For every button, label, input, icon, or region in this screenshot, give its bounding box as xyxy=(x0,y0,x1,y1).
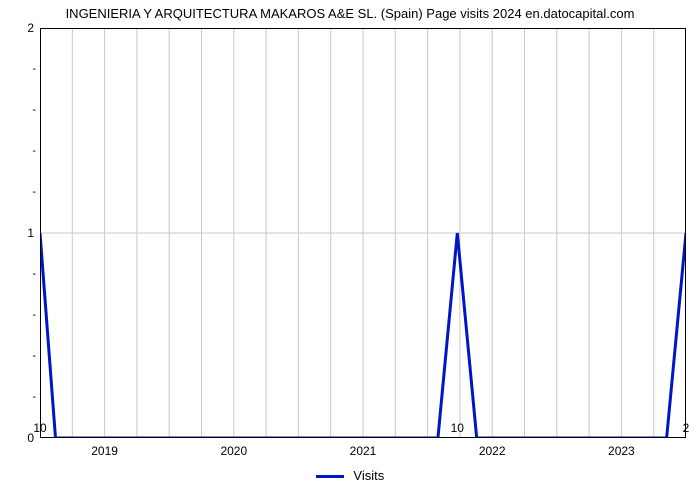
y-minor-tick: - xyxy=(32,350,36,362)
y-minor-tick: - xyxy=(32,145,36,157)
y-minor-tick: - xyxy=(32,104,36,116)
plot-area: 012--------2019202020212022202310102 xyxy=(40,28,686,438)
y-minor-tick: - xyxy=(32,63,36,75)
point-label: 10 xyxy=(451,421,464,435)
y-tick-label: 2 xyxy=(27,21,34,35)
y-minor-tick: - xyxy=(32,186,36,198)
x-tick-label: 2019 xyxy=(91,444,118,458)
y-minor-tick: - xyxy=(32,309,36,321)
y-minor-tick: - xyxy=(32,391,36,403)
y-minor-tick: - xyxy=(32,268,36,280)
y-tick-label: 1 xyxy=(27,226,34,240)
legend-swatch xyxy=(316,475,344,478)
chart-legend: Visits xyxy=(0,468,700,483)
x-tick-label: 2023 xyxy=(608,444,635,458)
point-label: 2 xyxy=(683,421,690,435)
x-tick-label: 2022 xyxy=(479,444,506,458)
x-tick-label: 2020 xyxy=(220,444,247,458)
point-label: 10 xyxy=(33,421,46,435)
x-tick-label: 2021 xyxy=(350,444,377,458)
visits-chart: INGENIERIA Y ARQUITECTURA MAKAROS A&E SL… xyxy=(0,0,700,500)
legend-label: Visits xyxy=(353,468,384,483)
chart-title: INGENIERIA Y ARQUITECTURA MAKAROS A&E SL… xyxy=(0,6,700,21)
